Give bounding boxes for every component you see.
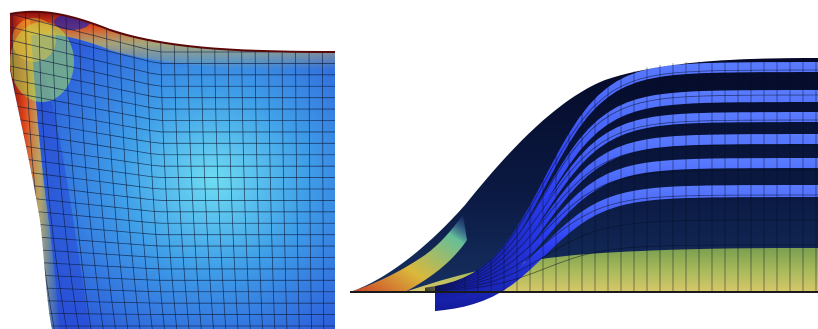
- mesh-line: [92, 11, 116, 329]
- mesh-line: [10, 208, 335, 224]
- mesh-line: [65, 11, 92, 329]
- mesh-line: [322, 11, 325, 329]
- mesh-line: [10, 273, 335, 281]
- mesh-line: [10, 26, 335, 64]
- mesh-line: [200, 11, 214, 329]
- mesh-line: [10, 52, 335, 87]
- left-mesh-figure: [9, 10, 336, 329]
- mesh-line: [52, 11, 80, 329]
- mesh-line: [10, 247, 335, 258]
- mesh-line: [133, 11, 153, 329]
- mesh-line: [10, 104, 335, 133]
- mesh-line: [10, 286, 335, 293]
- left-mesh-panel: [0, 0, 345, 329]
- mesh-line: [106, 11, 129, 329]
- mesh-line: [424, 94, 818, 289]
- mesh-line: [173, 11, 190, 329]
- mesh-line: [119, 11, 141, 329]
- mesh-line: [10, 234, 335, 247]
- mesh-line: [10, 182, 335, 201]
- left-mesh-body: [10, 11, 335, 329]
- mesh-line: [10, 65, 335, 99]
- mesh-line: [268, 11, 276, 329]
- mesh-line: [10, 260, 335, 270]
- mesh-line: [10, 117, 335, 144]
- mesh-line: [10, 78, 335, 110]
- mesh-line: [10, 195, 335, 213]
- mesh-line: [25, 11, 55, 329]
- mesh-line: [424, 219, 818, 292]
- mesh-line: [10, 39, 335, 76]
- mesh-line: [79, 11, 104, 329]
- mesh-line: [424, 144, 818, 290]
- mesh-line: [10, 156, 335, 178]
- right-mesh-panel: [345, 0, 818, 329]
- mesh-line: [38, 11, 67, 329]
- mesh-line: [308, 11, 312, 329]
- blue-layer-band: [435, 185, 818, 312]
- mesh-line: [424, 169, 818, 291]
- left-mesh-top-edge: [9, 10, 336, 53]
- mesh-line: [10, 143, 335, 167]
- mesh-line: [10, 130, 335, 156]
- mesh-line: [295, 11, 300, 329]
- mesh-line: [227, 11, 239, 329]
- mesh-line: [10, 221, 335, 236]
- mesh-line: [10, 169, 335, 190]
- mesh-line: [424, 69, 818, 289]
- mesh-line: [241, 11, 251, 329]
- mesh-line: [281, 11, 288, 329]
- right-mesh-grid: [424, 60, 818, 292]
- mesh-line: [10, 91, 335, 121]
- mesh-line: [424, 244, 818, 292]
- mesh-line: [254, 11, 263, 329]
- mesh-line: [424, 119, 818, 290]
- right-toe-region: [350, 215, 467, 292]
- left-mesh-grid: [10, 11, 335, 329]
- mesh-line: [214, 11, 227, 329]
- mesh-line: [424, 194, 818, 291]
- mesh-line: [160, 11, 178, 329]
- blue-layer-band: [435, 134, 818, 304]
- blue-layer-band: [435, 112, 818, 302]
- mesh-line: [187, 11, 202, 329]
- mesh-line: [10, 299, 335, 304]
- blue-layer-band: [435, 62, 818, 297]
- mesh-line: [10, 312, 335, 315]
- right-mesh-figure: [350, 58, 818, 312]
- mesh-line: [146, 11, 165, 329]
